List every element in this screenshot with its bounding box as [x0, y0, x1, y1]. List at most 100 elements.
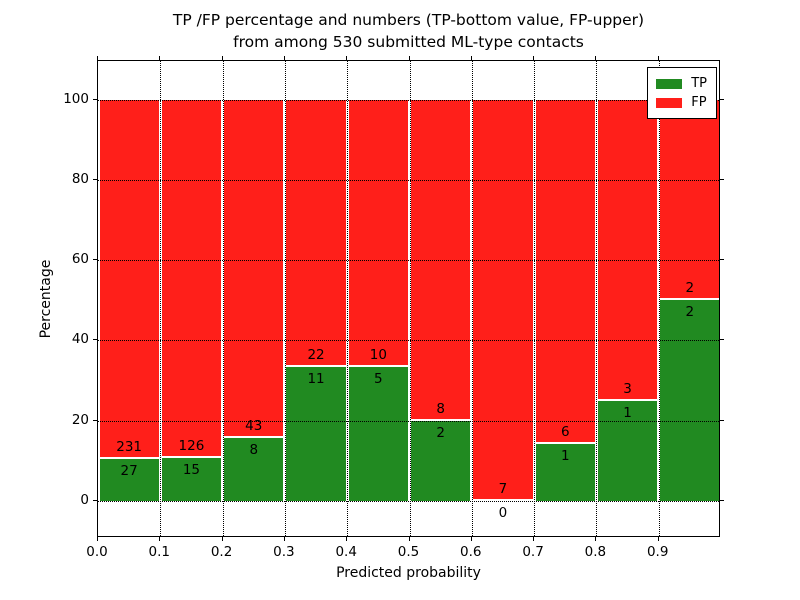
x-tick-mark-top: [283, 56, 285, 60]
y-tick-label: 100: [63, 90, 89, 107]
bar-segment-tp: [224, 438, 284, 502]
bar-segment-fp: [535, 99, 595, 444]
fp-count-label: 6: [560, 423, 570, 440]
fp-count-label: 43: [245, 418, 263, 435]
fp-count-label: 10: [369, 347, 387, 364]
x-tick-label: 0.3: [273, 544, 295, 560]
bar-segment-fp: [99, 99, 159, 460]
v-gridline: [347, 61, 349, 536]
fp-count-label: 126: [178, 438, 205, 455]
h-gridline: [98, 179, 719, 181]
x-tick-mark: [221, 537, 223, 541]
y-tick-label: 20: [71, 411, 89, 428]
x-tick-mark: [470, 537, 472, 541]
bar-segment-tp: [161, 458, 222, 502]
x-tick-mark-top: [470, 56, 472, 60]
bar-segment-tp: [348, 367, 408, 502]
tp-count-label: 1: [560, 447, 570, 464]
fp-count-label: 7: [498, 481, 508, 498]
v-gridline: [284, 61, 286, 536]
bar-segment-fp: [286, 99, 346, 368]
v-gridline: [222, 61, 224, 536]
y-tick-mark-right: [720, 259, 724, 261]
x-tick-mark-top: [97, 56, 98, 60]
legend-row: TP: [656, 74, 707, 93]
v-gridline: [596, 61, 598, 536]
bar-segment-fp: [161, 99, 222, 459]
bar-segment-tp: [660, 300, 720, 502]
bar-segment-fp: [660, 99, 720, 301]
x-tick-label: 0.8: [584, 544, 607, 560]
x-tick-mark-top: [346, 56, 348, 60]
x-tick-mark: [283, 537, 285, 541]
legend-row: FP: [656, 93, 707, 112]
tp-count-label: 11: [307, 371, 325, 388]
bar-segment-fp: [224, 99, 284, 439]
x-tick-mark: [595, 537, 597, 541]
bar-segment-tp: [535, 443, 595, 502]
fp-count-label: 2: [685, 280, 695, 297]
x-tick-mark: [657, 537, 659, 541]
h-gridline: [98, 99, 719, 101]
tp-count-label: 2: [436, 424, 445, 441]
v-gridline: [658, 61, 660, 536]
v-gridline: [409, 61, 411, 536]
y-tick-label: 60: [71, 251, 89, 268]
x-tick-label: 0.5: [397, 544, 420, 560]
y-tick-label: 0: [80, 492, 89, 509]
tp-count-label: 5: [374, 371, 383, 388]
bar-segment-tp: [99, 459, 159, 502]
legend-swatch-fp: [656, 97, 683, 108]
v-gridline: [534, 61, 536, 536]
x-tick-mark-top: [159, 56, 161, 60]
fp-count-label: 3: [623, 380, 632, 397]
tp-count-label: 2: [685, 304, 695, 321]
fp-count-label: 22: [307, 347, 325, 364]
fp-count-label: 8: [436, 400, 445, 417]
x-tick-mark: [97, 537, 98, 541]
x-tick-mark-top: [657, 56, 659, 60]
y-tick-mark-right: [720, 419, 724, 421]
tp-count-label: 8: [249, 442, 259, 459]
x-tick-label: 0.0: [86, 544, 108, 560]
tp-count-label: 1: [623, 404, 632, 421]
y-axis-label: Percentage: [38, 259, 54, 339]
bar-segment-fp: [411, 99, 471, 421]
x-tick-label: 0.1: [148, 544, 171, 560]
y-tick-mark: [93, 178, 97, 180]
y-tick-mark-right: [720, 500, 724, 502]
bar-segment-fp: [597, 99, 658, 401]
x-tick-mark: [533, 537, 535, 541]
y-tick-mark: [93, 259, 97, 261]
y-tick-mark: [93, 98, 97, 100]
x-tick-mark-top: [221, 56, 223, 60]
bar-segment-fp: [473, 99, 533, 502]
bar-segment-tp: [286, 367, 346, 502]
y-tick-mark-right: [720, 98, 724, 100]
x-tick-label: 0.2: [210, 544, 233, 560]
bar-segment-fp: [348, 99, 408, 368]
x-tick-mark-top: [533, 56, 535, 60]
x-tick-mark: [346, 537, 348, 541]
h-gridline: [98, 420, 719, 422]
x-tick-label: 0.6: [460, 544, 482, 560]
v-gridline: [471, 61, 473, 536]
y-tick-mark: [93, 339, 97, 341]
y-tick-label: 80: [71, 170, 89, 187]
x-tick-mark: [159, 537, 161, 541]
tp-count-label: 27: [120, 463, 138, 480]
y-tick-label: 40: [71, 331, 89, 348]
x-axis-label: Predicted probability: [336, 565, 481, 581]
y-tick-mark-right: [720, 178, 724, 180]
x-tick-mark: [408, 537, 410, 541]
x-tick-label: 0.9: [646, 544, 669, 560]
y-tick-mark: [93, 419, 97, 421]
tp-count-label: 0: [498, 505, 508, 522]
legend-label-fp: FP: [691, 95, 707, 110]
x-tick-label: 0.7: [522, 544, 544, 560]
legend-swatch-tp: [656, 78, 683, 89]
x-tick-mark-top: [408, 56, 410, 60]
v-gridline: [160, 61, 162, 536]
legend: TP FP: [647, 67, 717, 119]
